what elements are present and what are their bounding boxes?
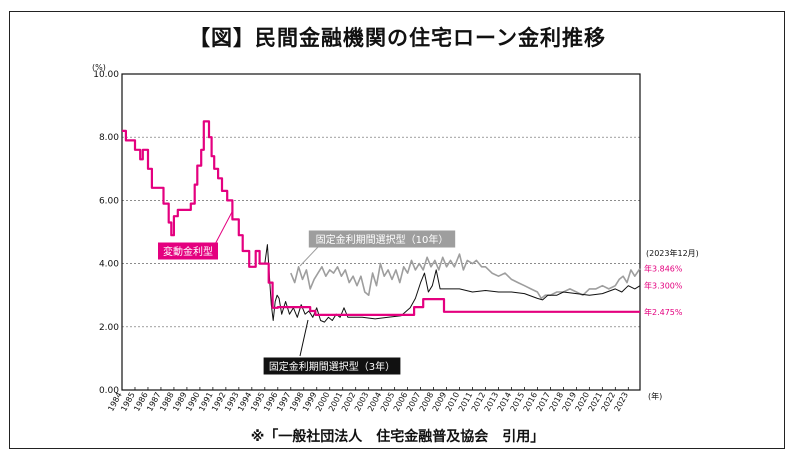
- series-name-box: [308, 230, 456, 248]
- plot-border: [121, 73, 641, 391]
- y-unit-label: (%): [92, 63, 106, 72]
- x-unit-label: (年): [648, 391, 662, 401]
- y-tick-label: 0.00: [99, 386, 119, 396]
- source-note: ※「一般社団法人 住宅金融普及協会 引用」: [250, 429, 545, 445]
- leader-line: [299, 319, 309, 357]
- series-name-box: [263, 357, 401, 375]
- chart-title: 【図】民間金融機関の住宅ローン金利推移: [189, 26, 606, 50]
- y-tick-label: 10.00: [93, 70, 119, 80]
- end-value-label: 年2.475%: [644, 307, 683, 317]
- y-tick-label: 8.00: [99, 133, 119, 143]
- series-line: [264, 244, 641, 323]
- series-layer: [122, 120, 641, 323]
- series-line: [122, 120, 640, 316]
- series-name-box: [158, 242, 218, 260]
- date-note: (2023年12月): [646, 248, 699, 258]
- series-name-label: 変動金利型: [163, 245, 213, 258]
- end-value-label: 年3.846%: [644, 263, 683, 273]
- end-value-label: 年3.300%: [644, 281, 683, 291]
- series-line: [290, 253, 641, 300]
- y-tick-label: 6.00: [99, 196, 119, 206]
- y-tick-label: 2.00: [99, 323, 119, 333]
- label-layer: (2023年12月)年2.475%年3.846%年3.300%変動金利型固定金利…: [158, 211, 699, 375]
- y-tick-label: 4.00: [99, 260, 119, 270]
- series-name-label: 固定金利期間選択型（10年）: [316, 233, 449, 246]
- series-name-label: 固定金利期間選択型（3年）: [269, 360, 395, 373]
- chart-frame: [9, 11, 785, 449]
- leader-line: [299, 246, 319, 267]
